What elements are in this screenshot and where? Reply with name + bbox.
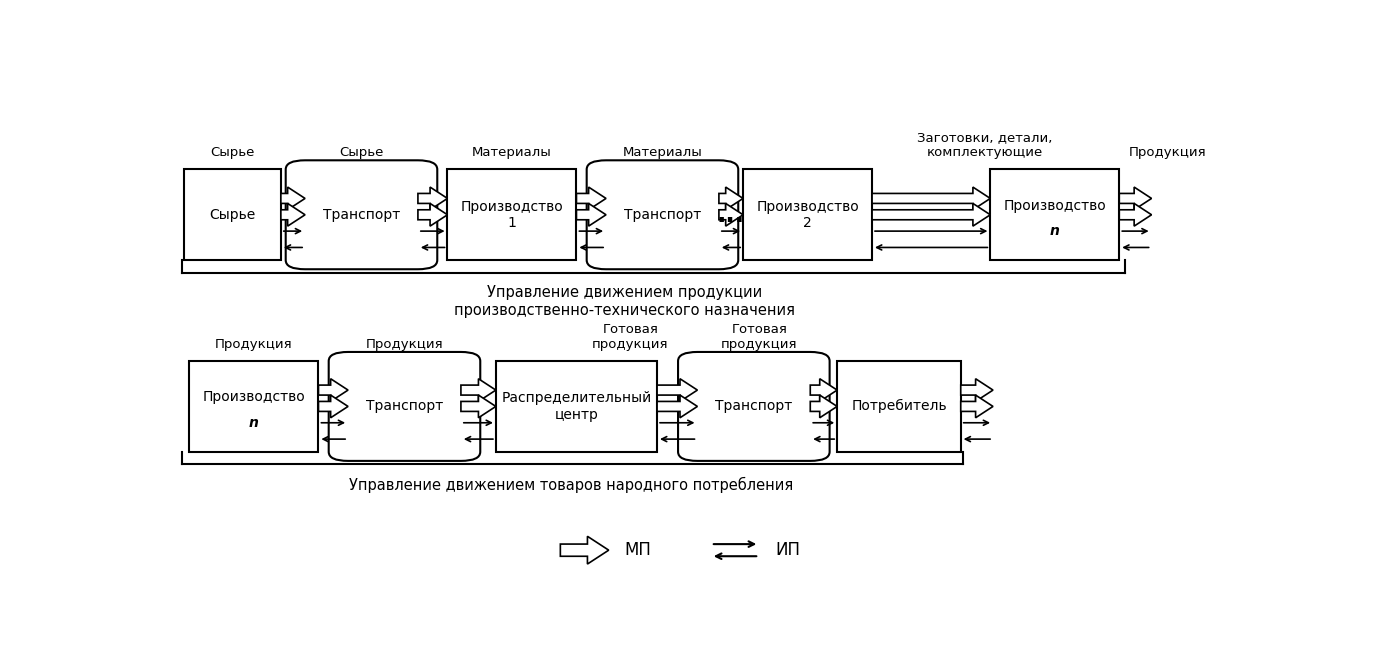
Text: Производство
1: Производство 1 xyxy=(460,200,563,230)
Polygon shape xyxy=(718,204,743,226)
Text: Транспорт: Транспорт xyxy=(716,400,792,413)
Polygon shape xyxy=(657,395,698,418)
Text: Управление движением продукции
производственно-технического назначения: Управление движением продукции производс… xyxy=(455,286,795,318)
Polygon shape xyxy=(280,187,305,210)
Polygon shape xyxy=(577,204,606,226)
Text: ИП: ИП xyxy=(775,541,800,559)
Polygon shape xyxy=(872,204,990,226)
Polygon shape xyxy=(417,187,448,210)
Polygon shape xyxy=(1119,204,1151,226)
Text: Продукция: Продукция xyxy=(366,338,444,351)
FancyBboxPatch shape xyxy=(329,352,480,461)
Text: Материалы: Материалы xyxy=(472,146,552,159)
Text: Производство
2: Производство 2 xyxy=(756,200,859,230)
Polygon shape xyxy=(319,379,348,402)
Text: Производство: Производство xyxy=(1003,198,1107,213)
Text: Сырье: Сырье xyxy=(211,146,255,159)
Text: Готовая
продукция: Готовая продукция xyxy=(721,323,798,351)
Polygon shape xyxy=(417,204,448,226)
Polygon shape xyxy=(280,204,305,226)
Text: МП: МП xyxy=(624,541,652,559)
Text: n: n xyxy=(1050,224,1060,238)
FancyBboxPatch shape xyxy=(587,160,738,269)
FancyBboxPatch shape xyxy=(184,170,280,260)
Text: Продукция: Продукция xyxy=(215,338,293,351)
Polygon shape xyxy=(810,395,838,418)
Text: Материалы: Материалы xyxy=(623,146,702,159)
Text: Потребитель: Потребитель xyxy=(852,400,947,413)
FancyBboxPatch shape xyxy=(448,170,577,260)
Polygon shape xyxy=(460,395,495,418)
FancyBboxPatch shape xyxy=(190,361,319,452)
Polygon shape xyxy=(961,395,993,418)
Text: Продукция: Продукция xyxy=(1129,146,1207,159)
Text: Сырье: Сырье xyxy=(209,208,255,222)
Text: Транспорт: Транспорт xyxy=(323,208,399,222)
FancyBboxPatch shape xyxy=(286,160,437,269)
Polygon shape xyxy=(319,395,348,418)
Polygon shape xyxy=(872,187,990,210)
Text: Управление движением товаров народного потребления: Управление движением товаров народного п… xyxy=(350,477,793,493)
Polygon shape xyxy=(810,379,838,402)
Text: Готовая
продукция: Готовая продукция xyxy=(592,323,669,351)
Polygon shape xyxy=(718,187,743,210)
Polygon shape xyxy=(1119,187,1151,210)
Polygon shape xyxy=(460,379,495,402)
Polygon shape xyxy=(961,379,993,402)
FancyBboxPatch shape xyxy=(495,361,657,452)
FancyBboxPatch shape xyxy=(678,352,829,461)
Text: Распределительный
центр: Распределительный центр xyxy=(501,391,652,422)
FancyBboxPatch shape xyxy=(838,361,961,452)
Polygon shape xyxy=(657,379,698,402)
Text: ...: ... xyxy=(717,203,745,227)
Text: Транспорт: Транспорт xyxy=(366,400,442,413)
Polygon shape xyxy=(577,187,606,210)
Text: n: n xyxy=(250,416,259,430)
FancyBboxPatch shape xyxy=(743,170,872,260)
FancyBboxPatch shape xyxy=(990,170,1119,260)
Text: Сырье: Сырье xyxy=(340,146,384,159)
Polygon shape xyxy=(560,536,609,564)
Text: Заготовки, детали,
комплектующие: Заготовки, детали, комплектующие xyxy=(917,131,1053,159)
Text: Производство: Производство xyxy=(203,390,305,404)
Text: Транспорт: Транспорт xyxy=(624,208,700,222)
